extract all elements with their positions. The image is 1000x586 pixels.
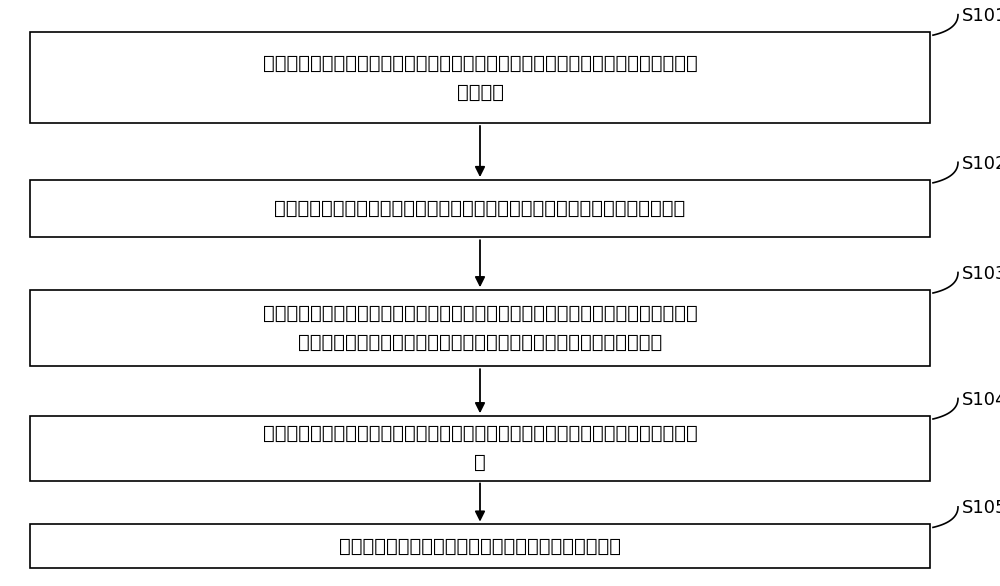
FancyBboxPatch shape [30, 416, 930, 481]
FancyBboxPatch shape [30, 290, 930, 366]
Text: 通过预设的周期计算模型将选取的四个离散信号的采样值转换为所述正弦波信号的周
期: 通过预设的周期计算模型将选取的四个离散信号的采样值转换为所述正弦波信号的周 期 [263, 424, 697, 472]
Text: 将所述正弦波信号的周期转换为所述正弦波信号的频率: 将所述正弦波信号的周期转换为所述正弦波信号的频率 [339, 537, 621, 556]
FancyBboxPatch shape [30, 180, 930, 237]
Text: S105: S105 [962, 499, 1000, 517]
Text: 对所述采样数据序列的幅值进行归一化处理，生成幅值归一化的正弦波信号序列: 对所述采样数据序列的幅值进行归一化处理，生成幅值归一化的正弦波信号序列 [274, 199, 686, 218]
Text: S101: S101 [962, 7, 1000, 25]
Text: S104: S104 [962, 391, 1000, 409]
Text: 从所述正弦波信号序列中选取与所述正弦波信号序列的开始过零点距离最近的两个离
散信号和与所述正弦波信号序列的结束过零点距离最近的两个离散信号: 从所述正弦波信号序列中选取与所述正弦波信号序列的开始过零点距离最近的两个离 散信… [263, 304, 697, 352]
Text: S102: S102 [962, 155, 1000, 173]
Text: S103: S103 [962, 265, 1000, 283]
Text: 根据预设信号时间长度和预设信号离散采样频率，对正弦波信号进行采样，获得采样
数据序列: 根据预设信号时间长度和预设信号离散采样频率，对正弦波信号进行采样，获得采样 数据… [263, 54, 697, 101]
FancyBboxPatch shape [30, 32, 930, 123]
FancyBboxPatch shape [30, 524, 930, 568]
